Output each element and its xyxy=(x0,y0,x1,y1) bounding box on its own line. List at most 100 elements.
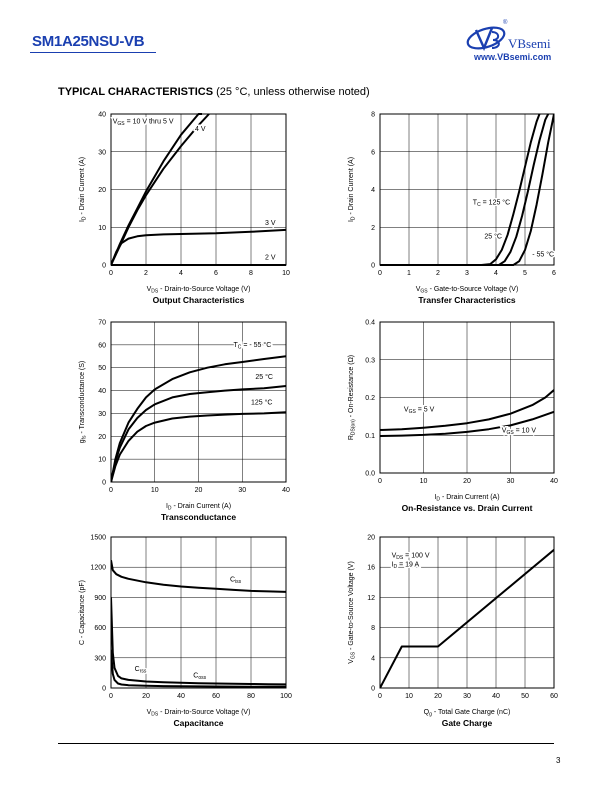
chart-title: Gate Charge xyxy=(442,718,493,728)
x-axis-label-part: - Drain-to-Source Voltage (V) xyxy=(158,286,250,293)
part-number-underline xyxy=(30,52,156,53)
x-axis-label-part: D xyxy=(168,506,172,512)
series-line xyxy=(380,113,550,266)
annotation-halo-part: D xyxy=(394,564,398,570)
y-axis-label: VGS - Gate-to-Source Voltage (V) xyxy=(348,561,357,664)
y-tick-label: 4 xyxy=(371,187,375,194)
series-line xyxy=(380,549,554,689)
y-axis-label-part: DS(on) xyxy=(351,419,357,435)
annotation-halo: 4 V xyxy=(195,126,206,133)
annotation-label-part: C xyxy=(193,672,198,679)
x-axis-label-part: - Total Gate Charge (nC) xyxy=(432,709,510,716)
y-axis-label-part: - Transconductance (S) xyxy=(79,361,86,436)
annotation-label-part: - 55 °C xyxy=(532,251,554,259)
registered-mark: ® xyxy=(503,20,508,26)
x-axis-label-part: DS xyxy=(151,289,159,295)
annotation-label-part: 4 V xyxy=(195,126,206,133)
annotation-label: Ciss xyxy=(230,576,242,585)
y-tick-label: 0.2 xyxy=(365,395,375,402)
y-axis-label-part: - Drain Current (A) xyxy=(348,157,355,217)
x-tick-label: 100 xyxy=(280,693,292,700)
y-tick-label: 40 xyxy=(98,388,106,395)
chart-title: On-Resistance vs. Drain Current xyxy=(402,503,533,513)
y-axis-label-part: D xyxy=(82,216,88,220)
y-axis-label: C - Capacitance (pF) xyxy=(79,580,86,645)
annotation-halo-part: iss xyxy=(235,579,242,585)
y-tick-label: 60 xyxy=(98,342,106,349)
annotation-label-part: = 5 V xyxy=(416,406,435,413)
x-tick-label: 1 xyxy=(407,270,411,277)
y-tick-label: 0 xyxy=(102,480,106,487)
annotation-halo-part: 2 V xyxy=(265,254,276,261)
annotation-halo-part: - 55 °C xyxy=(532,251,554,259)
x-axis-label-part: g xyxy=(429,712,432,718)
annotation-halo: 25 °C xyxy=(484,233,502,241)
annotation-halo-part: = 125 °C xyxy=(481,199,510,207)
x-axis-label-part: - Gate-to-Source Voltage (V) xyxy=(428,286,519,293)
y-tick-label: 2 xyxy=(371,225,375,232)
annotation-label-part: = - 55 °C xyxy=(241,341,271,349)
annotation-label-part: = 19 A xyxy=(397,561,419,568)
annotation-halo: VDS = 100 V xyxy=(392,552,430,561)
annotation-label-part: oss xyxy=(198,675,206,681)
annotation-halo-part: C xyxy=(230,576,235,583)
annotation-label: Coss xyxy=(193,672,206,681)
x-tick-label: 0 xyxy=(109,693,113,700)
y-tick-label: 20 xyxy=(367,535,375,542)
annotation-halo-part: V xyxy=(113,118,118,125)
plot-frame xyxy=(379,536,555,689)
x-tick-label: 60 xyxy=(212,693,220,700)
x-tick-label: 10 xyxy=(282,270,290,277)
y-axis-label-part: R xyxy=(348,435,355,440)
annotation-halo: 2 V xyxy=(265,254,276,261)
y-tick-label: 30 xyxy=(98,149,106,156)
annotation-halo-part: I xyxy=(392,561,394,568)
annotation-halo: TC = - 55 °C xyxy=(234,341,272,351)
annotation-halo-part: DS xyxy=(396,555,404,561)
annotation-label: 125 °C xyxy=(251,398,272,406)
annotation-halo: 25 °C xyxy=(255,373,273,381)
footer-rule xyxy=(58,743,554,744)
annotation-halo-part: = 10 V xyxy=(514,428,537,435)
y-tick-label: 300 xyxy=(94,655,106,662)
annotation-label: - 55 °C xyxy=(532,251,554,259)
y-tick-label: 0 xyxy=(102,263,106,270)
annotation-halo: Ciss xyxy=(230,576,242,585)
plot-frame xyxy=(110,321,287,483)
y-axis-label: ID - Drain Current (A) xyxy=(79,157,88,222)
x-axis-label-part: D xyxy=(436,497,440,503)
x-tick-label: 3 xyxy=(465,270,469,277)
annotation-halo-part: = 10 V thru 5 V xyxy=(125,118,174,125)
annotation-label-part: V xyxy=(502,428,507,435)
y-axis-label-part: fs xyxy=(82,435,88,439)
x-tick-label: 10 xyxy=(420,478,428,485)
y-tick-label: 0.3 xyxy=(365,357,375,364)
annotation-label: 25 °C xyxy=(255,373,273,381)
plot-frame xyxy=(379,321,555,474)
x-tick-label: 40 xyxy=(282,487,290,494)
annotation-label: TC = 125 °C xyxy=(473,199,510,209)
annotation-halo-part: oss xyxy=(198,675,206,681)
annotation-label-part: GS xyxy=(409,409,417,415)
y-tick-label: 10 xyxy=(98,457,106,464)
annotation-halo-part: = 5 V xyxy=(416,406,435,413)
chart-title: Transconductance xyxy=(161,512,236,522)
series-line xyxy=(111,560,286,593)
annotation-halo: 3 V xyxy=(265,220,276,227)
annotation-halo-part: V xyxy=(404,406,409,413)
series-line xyxy=(111,411,286,483)
y-tick-label: 0.4 xyxy=(365,320,375,327)
annotation-label-part: C xyxy=(135,666,140,673)
x-tick-label: 0 xyxy=(378,693,382,700)
x-tick-label: 6 xyxy=(552,270,556,277)
annotation-label: TC = - 55 °C xyxy=(234,341,272,351)
x-axis-label: Qg - Total Gate Charge (nC) xyxy=(424,709,511,718)
annotation-label: 4 V xyxy=(195,126,206,133)
y-tick-label: 8 xyxy=(371,625,375,632)
x-axis-label-part: - Drain Current (A) xyxy=(172,503,232,510)
y-tick-label: 4 xyxy=(371,655,375,662)
x-tick-label: 0 xyxy=(378,478,382,485)
